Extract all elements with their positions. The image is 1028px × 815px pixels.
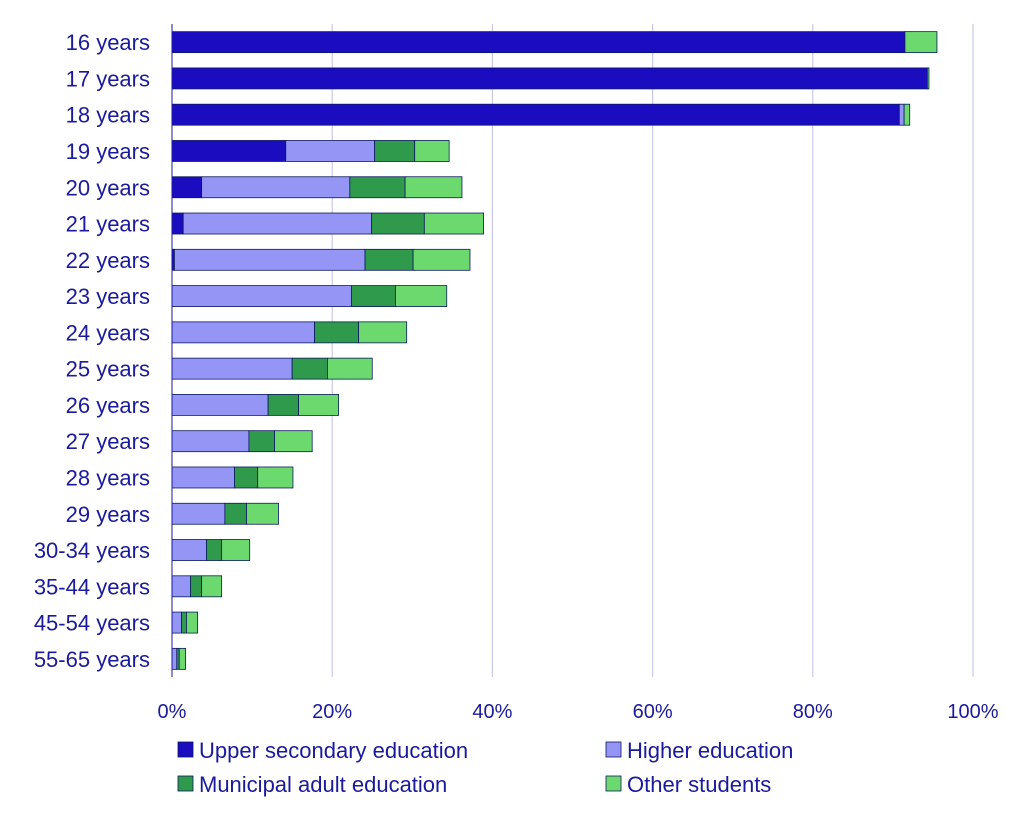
x-tick-labels: 0% 20% 40% 60% 80% 100% [158, 701, 999, 723]
x-tick-label: 0% [158, 701, 187, 723]
bar-2-4 [349, 176, 406, 199]
bar-3-6 [412, 248, 471, 271]
bar-2-3 [374, 140, 416, 162]
bar-1-2 [898, 103, 905, 126]
bar-3-15 [201, 575, 223, 598]
legend-swatch [605, 775, 622, 792]
category-label: 35-44 years [34, 574, 150, 599]
category-label: 21 years [66, 212, 150, 237]
category-label: 23 years [66, 284, 150, 309]
x-tick-label: 80% [793, 701, 833, 723]
bar-3-7 [395, 285, 448, 307]
legend-label: Other students [627, 772, 771, 797]
legend-label: Higher education [627, 738, 793, 763]
bar-2-7 [351, 285, 396, 307]
bar-3-1 [926, 67, 930, 90]
category-labels: 16 years 17 years 18 years 19 years 20 years… [34, 30, 150, 672]
bar-3-14 [221, 539, 251, 561]
bar-1-9 [171, 357, 293, 380]
bar-3-16 [186, 611, 199, 634]
bar-3-9 [326, 357, 373, 380]
bars [171, 31, 938, 670]
bar-2-13 [224, 502, 247, 525]
bar-1-8 [171, 321, 315, 344]
category-label: 45-54 years [34, 611, 150, 636]
bar-1-17 [171, 647, 178, 670]
category-label: 16 years [66, 30, 150, 55]
bar-2-11 [248, 430, 275, 453]
x-tick-label: 100% [947, 701, 998, 723]
category-label: 24 years [66, 320, 150, 345]
bar-1-12 [171, 466, 235, 489]
category-label: 22 years [66, 248, 150, 273]
category-label: 18 years [66, 103, 150, 128]
bar-1-6 [174, 248, 366, 271]
bar-0-5 [171, 212, 184, 235]
category-label: 25 years [66, 357, 150, 382]
bar-1-7 [171, 285, 352, 307]
bar-3-13 [246, 502, 279, 525]
bar-1-11 [171, 430, 250, 453]
bar-2-9 [291, 357, 328, 380]
bar-3-10 [298, 394, 340, 416]
legend-swatch [177, 775, 194, 792]
bar-2-10 [267, 394, 299, 416]
bar-2-6 [364, 248, 414, 271]
legend-label: Upper secondary education [199, 738, 468, 763]
bar-2-14 [206, 539, 223, 561]
bar-3-3 [414, 140, 450, 162]
category-label: 20 years [66, 175, 150, 200]
bar-2-16 [181, 611, 187, 634]
legend: Upper secondary education Higher educatio… [177, 738, 793, 797]
category-label: 26 years [66, 393, 150, 418]
x-tick-label: 40% [472, 701, 512, 723]
category-label: 55-65 years [34, 647, 150, 672]
x-tick-label: 20% [312, 701, 352, 723]
bar-2-15 [190, 575, 203, 598]
category-label: 17 years [66, 66, 150, 91]
legend-swatch [177, 741, 194, 758]
category-label: 27 years [66, 429, 150, 454]
bar-3-8 [358, 321, 408, 344]
legend-swatch [605, 741, 622, 758]
bar-1-13 [171, 502, 226, 525]
bar-3-0 [904, 31, 938, 54]
bar-2-5 [371, 212, 425, 235]
bar-0-4 [171, 176, 203, 199]
legend-label: Municipal adult education [199, 772, 447, 797]
bar-1-14 [171, 539, 207, 561]
category-label: 30-34 years [34, 538, 150, 563]
bar-3-17 [178, 647, 187, 670]
bar-1-4 [201, 176, 351, 199]
bar-2-12 [234, 466, 259, 489]
bar-1-3 [285, 140, 376, 162]
bar-3-2 [903, 103, 911, 126]
category-label: 19 years [66, 139, 150, 164]
bar-0-3 [171, 140, 287, 162]
category-label: 29 years [66, 502, 150, 527]
bar-0-0 [171, 31, 906, 54]
bar-1-16 [171, 611, 183, 634]
bar-3-11 [274, 430, 313, 453]
bar-0-2 [171, 103, 900, 126]
bar-2-8 [314, 321, 360, 344]
bar-0-1 [171, 67, 928, 90]
bar-3-4 [404, 176, 463, 199]
bar-3-12 [257, 466, 294, 489]
bar-1-10 [171, 394, 269, 416]
bar-1-5 [182, 212, 372, 235]
bar-3-5 [423, 212, 484, 235]
gridlines [331, 24, 974, 677]
bar-1-15 [171, 575, 191, 598]
x-tick-label: 60% [633, 701, 673, 723]
category-label: 28 years [66, 465, 150, 490]
